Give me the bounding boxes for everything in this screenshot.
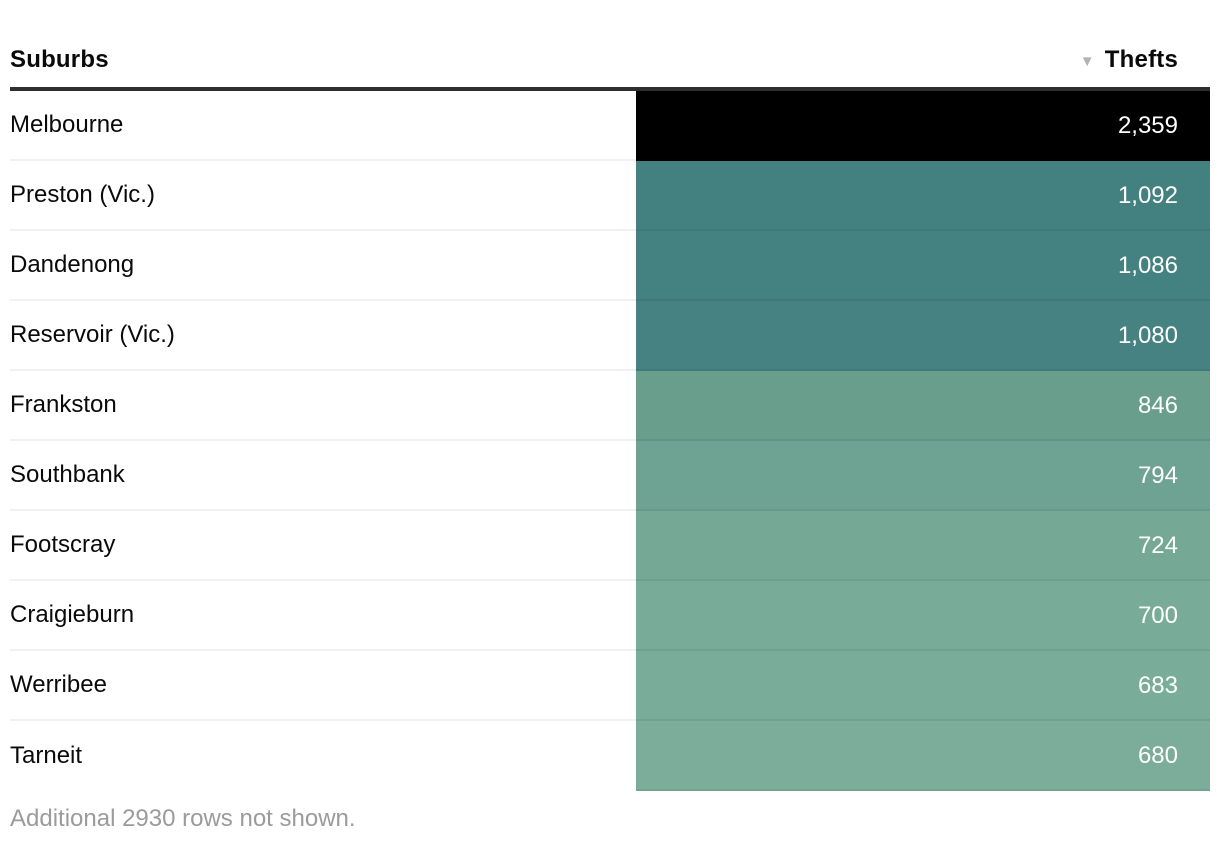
table-row: Frankston 846 — [10, 371, 1210, 441]
table-row: Footscray 724 — [10, 511, 1210, 581]
table-row: Werribee 683 — [10, 651, 1210, 721]
suburb-thefts-table: Suburbs ▼ Thefts Melbourne 2,359 Preston… — [10, 0, 1210, 833]
column-header-thefts[interactable]: ▼ Thefts — [636, 46, 1210, 74]
table-row: Reservoir (Vic.) 1,080 — [10, 301, 1210, 371]
suburb-cell: Footscray — [10, 511, 636, 581]
table-header-row: Suburbs ▼ Thefts — [10, 0, 1210, 91]
suburb-cell: Tarneit — [10, 721, 636, 791]
table-row: Melbourne 2,359 — [10, 91, 1210, 161]
suburb-cell: Frankston — [10, 371, 636, 441]
thefts-cell: 1,086 — [636, 231, 1210, 301]
table-body: Melbourne 2,359 Preston (Vic.) 1,092 Dan… — [10, 91, 1210, 791]
thefts-cell: 724 — [636, 511, 1210, 581]
thefts-cell: 1,080 — [636, 301, 1210, 371]
suburb-cell: Southbank — [10, 441, 636, 511]
suburb-cell: Melbourne — [10, 91, 636, 161]
table-row: Southbank 794 — [10, 441, 1210, 511]
sort-descending-icon: ▼ — [1079, 52, 1095, 70]
thefts-cell: 2,359 — [636, 91, 1210, 161]
suburb-cell: Preston (Vic.) — [10, 161, 636, 231]
column-header-thefts-label: Thefts — [1104, 46, 1178, 73]
table-row: Dandenong 1,086 — [10, 231, 1210, 301]
table-row: Preston (Vic.) 1,092 — [10, 161, 1210, 231]
thefts-cell: 700 — [636, 581, 1210, 651]
thefts-cell: 680 — [636, 721, 1210, 791]
thefts-cell: 846 — [636, 371, 1210, 441]
suburb-cell: Craigieburn — [10, 581, 636, 651]
thefts-cell: 683 — [636, 651, 1210, 721]
thefts-cell: 794 — [636, 441, 1210, 511]
column-header-suburbs[interactable]: Suburbs — [10, 46, 109, 73]
rows-not-shown-note: Additional 2930 rows not shown. — [10, 805, 356, 832]
suburb-cell: Dandenong — [10, 231, 636, 301]
suburb-cell: Werribee — [10, 651, 636, 721]
table-row: Craigieburn 700 — [10, 581, 1210, 651]
thefts-cell: 1,092 — [636, 161, 1210, 231]
table-row: Tarneit 680 — [10, 721, 1210, 791]
suburb-cell: Reservoir (Vic.) — [10, 301, 636, 371]
